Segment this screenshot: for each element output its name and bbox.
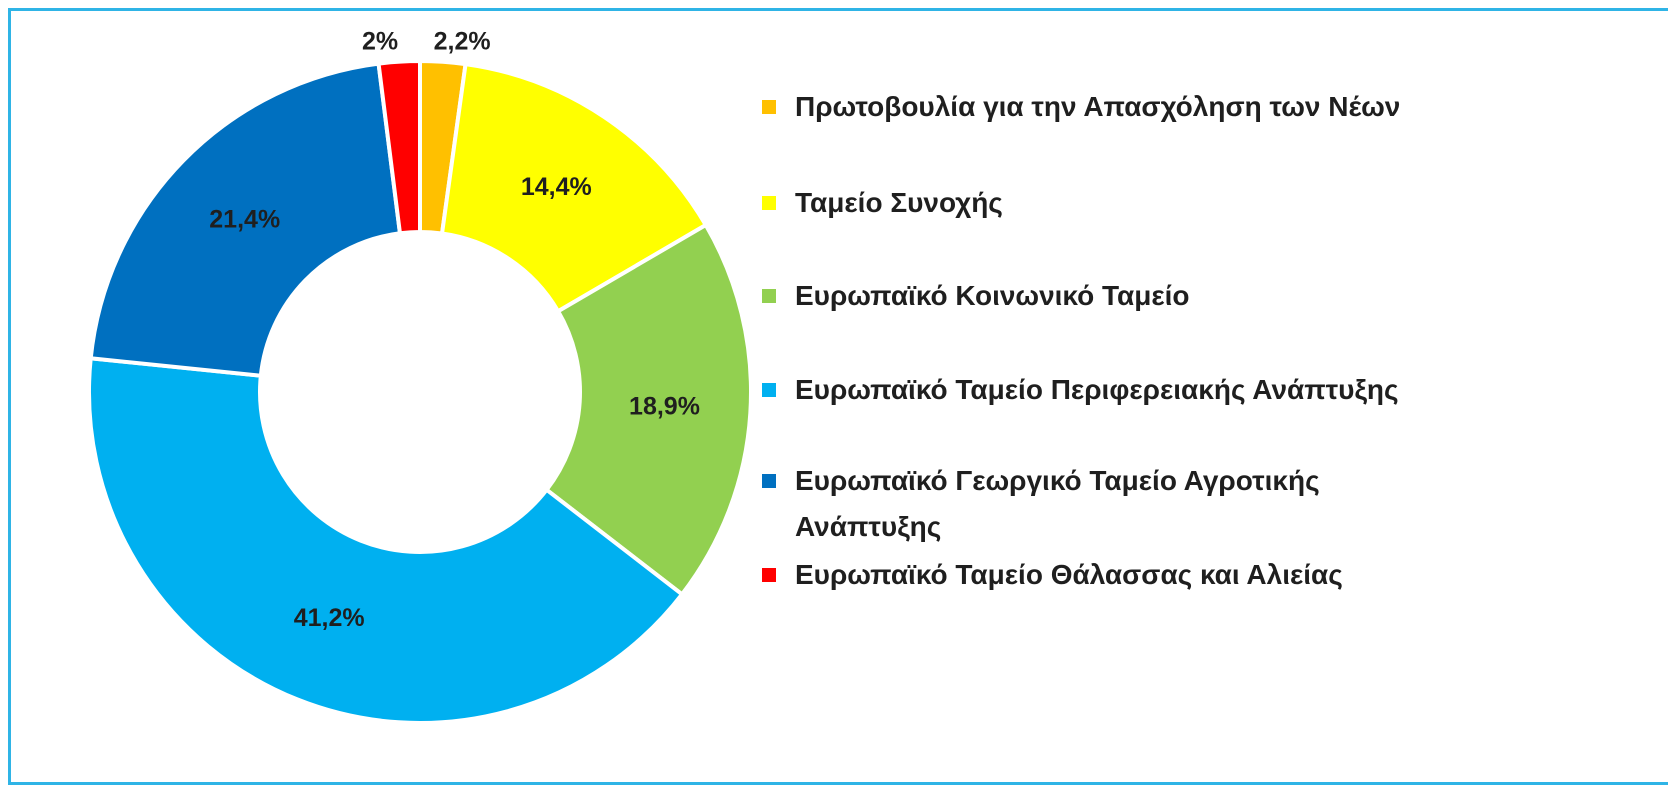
data-label: 21,4%: [209, 205, 280, 233]
legend-item: Ευρωπαϊκό Γεωργικό Ταμείο Αγροτικής Ανάπ…: [762, 458, 1462, 550]
legend-item: Πρωτοβουλία για την Απασχόληση των Νέων: [762, 84, 1462, 130]
data-label: 18,9%: [629, 392, 700, 420]
donut-slice: [376, 58, 422, 236]
data-label: 2,2%: [434, 27, 491, 55]
legend-label: Ευρωπαϊκό Γεωργικό Ταμείο Αγροτικής Ανάπ…: [795, 465, 1320, 542]
legend-item: Ευρωπαϊκό Ταμείο Περιφερειακής Ανάπτυξης: [762, 367, 1462, 413]
legend-swatch: [762, 383, 776, 397]
donut-slice: [439, 61, 709, 315]
data-label: 14,4%: [521, 173, 592, 201]
donut-slice: [88, 61, 403, 378]
legend-item: Ταμείο Συνοχής: [762, 180, 1462, 226]
data-label: 2%: [362, 27, 398, 55]
donut-slice: [543, 222, 753, 598]
donut-slice: [87, 356, 685, 725]
legend-label: Πρωτοβουλία για την Απασχόληση των Νέων: [795, 91, 1401, 122]
legend-label: Ταμείο Συνοχής: [795, 187, 1003, 218]
legend-swatch: [762, 568, 776, 582]
legend-item: Ευρωπαϊκό Ταμείο Θάλασσας και Αλιείας: [762, 552, 1462, 598]
chart: 2,2% 14,4% 18,9% 41,2% 21,4% 2%: [87, 27, 753, 725]
legend-swatch: [762, 289, 776, 303]
legend-label: Ευρωπαϊκό Ταμείο Θάλασσας και Αλιείας: [795, 559, 1343, 590]
data-label: 41,2%: [294, 604, 365, 632]
legend-item: Ευρωπαϊκό Κοινωνικό Ταμείο: [762, 273, 1462, 319]
legend-swatch: [762, 100, 776, 114]
chart-frame: [8, 8, 1668, 785]
legend-swatch: [762, 474, 776, 488]
legend-label: Ευρωπαϊκό Ταμείο Περιφερειακής Ανάπτυξης: [795, 374, 1399, 405]
legend-label: Ευρωπαϊκό Κοινωνικό Ταμείο: [795, 280, 1190, 311]
legend-swatch: [762, 196, 776, 210]
